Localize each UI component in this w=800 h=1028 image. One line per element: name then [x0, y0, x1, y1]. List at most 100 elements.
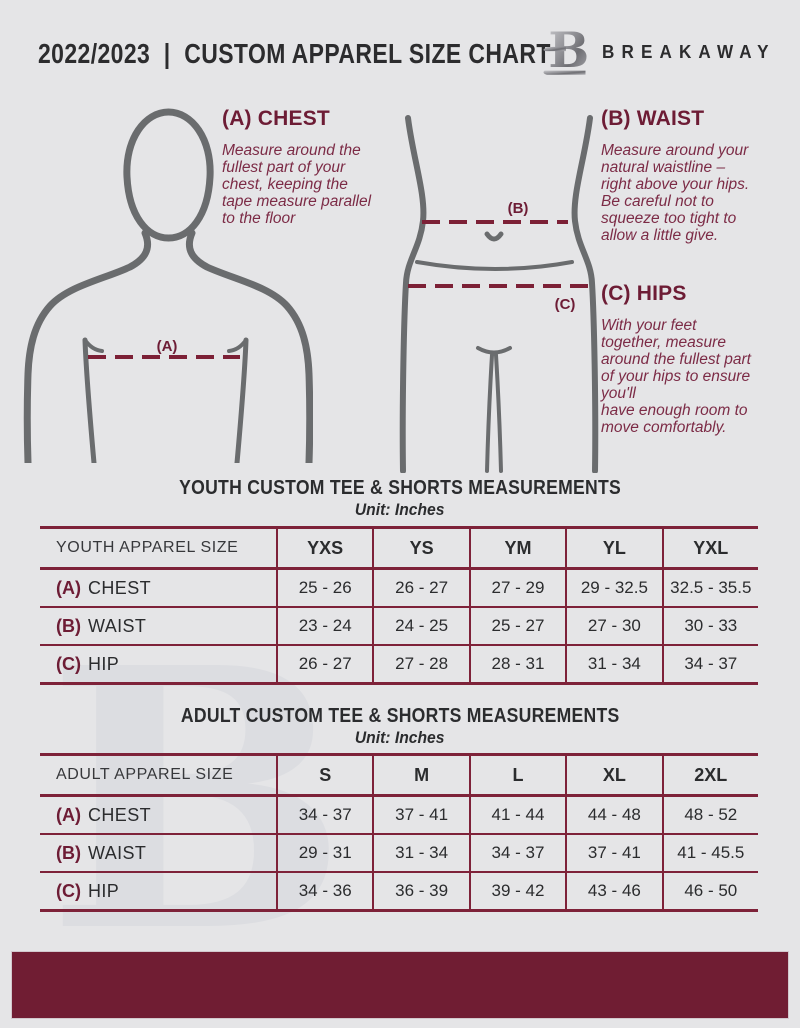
figure-left-armpit [83, 338, 104, 353]
upper-body-figure: (A) [23, 108, 313, 463]
youth-chest-row: (A) CHEST 25 - 26 26 - 27 27 - 29 29 - 32… [40, 570, 758, 608]
value-cell: 26 - 27 [276, 646, 372, 682]
waist-marker-label: (B) [508, 200, 529, 217]
value-cell: 37 - 41 [372, 797, 468, 833]
adult-waist-row: (B) WAIST 29 - 31 31 - 34 34 - 37 37 - 41… [40, 835, 758, 873]
breakaway-b-monogram-icon: B [543, 23, 589, 79]
chest-marker-label: (A) [157, 338, 178, 355]
row-label: HIP [88, 880, 120, 901]
value-cell: 43 - 46 [565, 873, 661, 909]
value-cell: 27 - 28 [372, 646, 468, 682]
youth-size-ys: YS [372, 529, 468, 567]
value-cell: 26 - 27 [372, 570, 468, 606]
adult-size-m: M [372, 756, 468, 794]
value-cell: 25 - 27 [468, 608, 565, 644]
value-cell: 34 - 37 [276, 797, 372, 833]
youth-size-table: YOUTH APPAREL SIZE YXS YS YM YL YXL (A) C… [40, 526, 758, 685]
chest-guide-heading: (A) CHEST [222, 107, 330, 130]
row-key: (C) [56, 653, 81, 674]
brand-logo: B BREAKAWAY [540, 22, 785, 82]
youth-size-ym: YM [468, 529, 565, 567]
adult-size-xl: XL [565, 756, 661, 794]
figure-left-inner-arm [82, 337, 97, 463]
adult-chest-row: (A) CHEST 34 - 37 37 - 41 41 - 44 44 - 48… [40, 797, 758, 835]
figure-navel [484, 231, 504, 242]
youth-size-yxs: YXS [276, 529, 372, 567]
hips-guide-block: (C) HIPS With your feet together, measur… [601, 282, 781, 436]
value-cell: 30 - 33 [661, 608, 758, 644]
figure-left-shoulder [23, 229, 152, 463]
figure-right-inner-leg [494, 353, 503, 473]
youth-table-header-row: YOUTH APPAREL SIZE YXS YS YM YL YXL [40, 529, 758, 570]
adult-size-table: ADULT APPAREL SIZE S M L XL 2XL (A) CHEST… [40, 753, 758, 912]
value-cell: 34 - 37 [468, 835, 565, 871]
value-cell: 31 - 34 [565, 646, 661, 682]
value-cell: 27 - 30 [565, 608, 661, 644]
hips-guide-body: With your feet together, measure around … [601, 317, 751, 436]
page-title: 2022/2023 | CUSTOM APPAREL SIZE CHART [38, 38, 663, 70]
row-label: WAIST [88, 615, 147, 636]
value-cell: 25 - 26 [276, 570, 372, 606]
waist-guide-body: Measure around your natural waistline – … [601, 142, 750, 244]
adult-section-title: ADULT CUSTOM TEE & SHORTS MEASUREMENTS [180, 705, 620, 727]
row-label: CHEST [88, 804, 152, 825]
row-key: (C) [56, 880, 81, 901]
value-cell: 34 - 37 [661, 646, 758, 682]
figure-left-inner-leg [485, 353, 494, 473]
adult-size-s: S [276, 756, 372, 794]
lower-body-figure: (B) (C) [399, 115, 599, 473]
value-cell: 27 - 29 [468, 570, 565, 606]
youth-hip-row: (C) HIP 26 - 27 27 - 28 28 - 31 31 - 34 3… [40, 646, 758, 682]
row-label: HIP [88, 653, 120, 674]
background-watermark-letter: B [46, 591, 349, 1011]
youth-waist-row: (B) WAIST 23 - 24 24 - 25 25 - 27 27 - 30… [40, 608, 758, 646]
figure-left-side-outline [399, 115, 427, 473]
adult-size-l: L [468, 756, 565, 794]
value-cell: 41 - 45.5 [661, 835, 758, 871]
waist-guide-heading: (B) WAIST [601, 107, 705, 130]
value-cell: 39 - 42 [468, 873, 565, 909]
youth-section-unit: Unit: Inches [355, 500, 445, 519]
adult-size-column-header: ADULT APPAREL SIZE [56, 766, 234, 783]
value-cell: 32.5 - 35.5 [661, 570, 758, 606]
youth-size-column-header: YOUTH APPAREL SIZE [56, 539, 239, 556]
youth-section-title: YOUTH CUSTOM TEE & SHORTS MEASUREMENTS [179, 477, 621, 499]
figure-right-inner-arm [234, 337, 249, 463]
value-cell: 28 - 31 [468, 646, 565, 682]
waist-guide-block: (B) WAIST Measure around your natural wa… [601, 107, 776, 244]
value-cell: 44 - 48 [565, 797, 661, 833]
page-title-text: 2022/2023 | CUSTOM APPAREL SIZE CHART [38, 38, 551, 69]
row-key: (A) [56, 577, 81, 598]
adult-size-2xl: 2XL [661, 756, 758, 794]
value-cell: 46 - 50 [661, 873, 758, 909]
youth-size-yxl: YXL [661, 529, 758, 567]
chest-guide-block: (A) CHEST Measure around the fullest par… [222, 107, 407, 227]
figure-head-outline [123, 108, 214, 242]
figure-crotch-curve [476, 346, 512, 355]
figure-right-side-outline [571, 115, 599, 473]
brand-name: BREAKAWAY [602, 41, 776, 62]
hips-marker-label: (C) [555, 296, 576, 313]
row-key: (A) [56, 804, 81, 825]
youth-size-yl: YL [565, 529, 661, 567]
figure-right-armpit [227, 338, 248, 353]
value-cell: 37 - 41 [565, 835, 661, 871]
value-cell: 36 - 39 [372, 873, 468, 909]
figure-right-shoulder [185, 229, 313, 463]
footer-accent-bar [11, 951, 789, 1019]
value-cell: 31 - 34 [372, 835, 468, 871]
adult-table-header-row: ADULT APPAREL SIZE S M L XL 2XL [40, 756, 758, 797]
adult-section-unit: Unit: Inches [355, 728, 445, 747]
hips-guide-heading: (C) HIPS [601, 282, 687, 305]
row-key: (B) [56, 842, 81, 863]
value-cell: 48 - 52 [661, 797, 758, 833]
chest-guide-body: Measure around the fullest part of your … [222, 142, 372, 227]
value-cell: 34 - 36 [276, 873, 372, 909]
value-cell: 23 - 24 [276, 608, 372, 644]
row-label: WAIST [88, 842, 147, 863]
value-cell: 41 - 44 [468, 797, 565, 833]
value-cell: 24 - 25 [372, 608, 468, 644]
row-label: CHEST [88, 577, 152, 598]
value-cell: 29 - 31 [276, 835, 372, 871]
